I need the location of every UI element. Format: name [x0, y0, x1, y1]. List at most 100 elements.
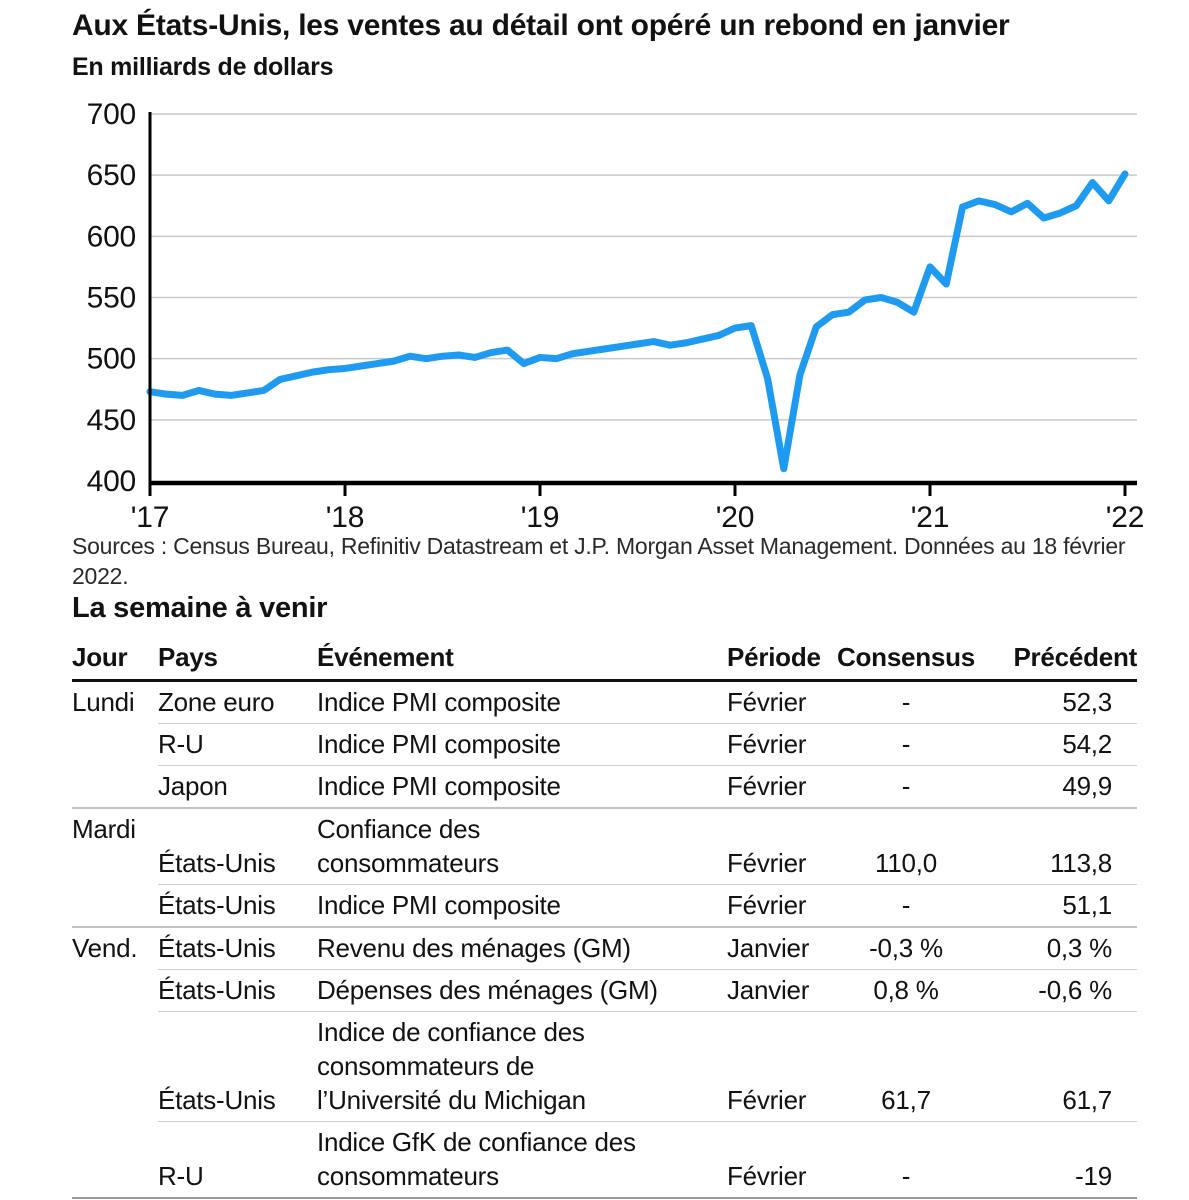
events-table: Jour Pays Événement Période Consensus Pr… [72, 642, 1137, 1199]
country-cell: Japon [158, 771, 228, 801]
event-line: Confiance des [317, 814, 481, 844]
row-separator [72, 807, 1137, 809]
header-country: Pays [158, 642, 218, 672]
previous-cell: -0,6 % [1038, 975, 1112, 1005]
table-row: R-U Indice GfK de confiance des consommate… [72, 1122, 1137, 1197]
header-event: Événement [317, 642, 454, 672]
previous-cell: 0,3 % [1046, 933, 1113, 963]
event-line: consommateurs [317, 1161, 499, 1191]
period-cell: Février [727, 771, 807, 801]
previous-cell: 51,1 [1062, 890, 1112, 920]
period-cell: Février [727, 1161, 807, 1191]
previous-cell: 49,9 [1062, 771, 1112, 801]
x-axis-label: '22 [1106, 501, 1144, 534]
event-cell: Indice PMI composite [317, 685, 727, 719]
y-axis-label: 700 [87, 98, 136, 131]
event-cell: Indice PMI composite [317, 769, 727, 803]
event-cell: Indice PMI composite [317, 727, 727, 761]
table-bottom-border [72, 1197, 1137, 1199]
event-line: Indice PMI composite [317, 729, 561, 759]
country-cell: R-U [158, 729, 204, 759]
day-cell: Lundi [72, 687, 135, 717]
event-line: Dépenses des ménages (GM) [317, 975, 658, 1005]
row-separator [158, 1011, 1137, 1012]
consensus-cell: -0,3 % [869, 933, 943, 963]
period-cell: Février [727, 890, 807, 920]
table-row: États-Unis Indice PMI composite Février - 51… [72, 885, 1137, 926]
header-previous: Précédent [1013, 642, 1137, 672]
header-consensus: Consensus [837, 642, 975, 672]
country-cell: R-U [158, 1161, 204, 1191]
period-cell: Février [727, 848, 807, 878]
x-axis-label: '18 [326, 501, 364, 534]
x-axis-label: '21 [911, 501, 949, 534]
consensus-cell: - [901, 890, 911, 920]
x-axis-label: '20 [716, 501, 754, 534]
row-separator [158, 969, 1137, 970]
event-line: Indice de confiance des [317, 1017, 585, 1047]
period-cell: Janvier [727, 933, 810, 963]
day-cell: Vend. [72, 933, 138, 963]
table-row: Lundi Zone euro Indice PMI composite Févrie… [72, 682, 1137, 723]
event-line: Indice PMI composite [317, 771, 561, 801]
table-row: États-Unis Dépenses des ménages (GM) Janvi… [72, 970, 1137, 1011]
row-separator [158, 765, 1137, 766]
previous-cell: 52,3 [1062, 687, 1112, 717]
period-cell: Février [727, 1085, 807, 1115]
event-line: Indice PMI composite [317, 890, 561, 920]
previous-cell: 61,7 [1062, 1085, 1112, 1115]
event-line: Indice GfK de confiance des [317, 1127, 636, 1157]
page-title: Aux États-Unis, les ventes au détail ont… [72, 9, 1010, 42]
table-row: Mardi États-Unis Confiance des consommateur… [72, 809, 1137, 884]
day-cell: Mardi [72, 814, 136, 844]
y-axis-label: 550 [87, 282, 136, 315]
retail-sales-line-chart: 400 450 500 550 600 650 700 '17 '18 '19 '20 '21 '22 [87, 98, 1145, 534]
header-day: Jour [72, 642, 128, 672]
table-row: Japon Indice PMI composite Février - 49,9 [72, 766, 1137, 807]
country-cell: États-Unis [158, 975, 276, 1005]
sources-note: Sources : Census Bureau, Refinitiv Datas… [72, 533, 1126, 589]
table-header-row: Jour Pays Événement Période Consensus Pr… [72, 642, 1137, 682]
event-line: consommateurs [317, 848, 499, 878]
row-separator [158, 723, 1137, 724]
event-cell: Revenu des ménages (GM) [317, 931, 727, 965]
y-axis-label: 450 [87, 404, 136, 437]
table-row: R-U Indice PMI composite Février - 54,2 [72, 724, 1137, 765]
country-cell: États-Unis [158, 933, 276, 963]
data-line-retail-sales [146, 170, 1129, 473]
period-cell: Février [727, 729, 807, 759]
event-cell: Confiance des consommateurs [317, 812, 727, 880]
header-period: Période [727, 642, 821, 672]
event-line: Indice PMI composite [317, 687, 561, 717]
x-axis-label: '17 [131, 501, 169, 534]
row-separator [158, 884, 1137, 885]
previous-cell: -19 [1075, 1161, 1112, 1191]
consensus-cell: - [901, 1161, 911, 1191]
chart-subtitle: En milliards de dollars [72, 53, 334, 81]
y-axis-label: 500 [87, 343, 136, 376]
country-cell: Zone euro [158, 687, 275, 717]
section-heading: La semaine à venir [72, 592, 328, 624]
event-line: Revenu des ménages (GM) [317, 933, 631, 963]
event-cell: Indice GfK de confiance des consommateurs [317, 1125, 727, 1193]
consensus-cell: 61,7 [881, 1085, 931, 1115]
y-axis-label: 650 [87, 159, 136, 192]
event-cell: Dépenses des ménages (GM) [317, 973, 727, 1007]
event-cell: Indice PMI composite [317, 888, 727, 922]
row-separator [158, 1121, 1137, 1122]
country-cell: États-Unis [158, 890, 276, 920]
event-line: l’Université du Michigan [317, 1085, 586, 1115]
y-axis-label: 600 [87, 220, 136, 253]
consensus-cell: - [901, 687, 911, 717]
row-separator [72, 926, 1137, 928]
country-cell: États-Unis [158, 1085, 276, 1115]
previous-cell: 54,2 [1062, 729, 1112, 759]
period-cell: Janvier [727, 975, 810, 1005]
period-cell: Février [727, 687, 807, 717]
consensus-cell: 110,0 [875, 848, 937, 878]
x-axis-label: '19 [521, 501, 559, 534]
table-row: Vend. États-Unis Revenu des ménages (GM) Ja… [72, 928, 1137, 969]
table-body: Lundi Zone euro Indice PMI composite Févrie… [72, 682, 1137, 1199]
table-row: États-Unis Indice de confiance des consomm… [72, 1012, 1137, 1121]
